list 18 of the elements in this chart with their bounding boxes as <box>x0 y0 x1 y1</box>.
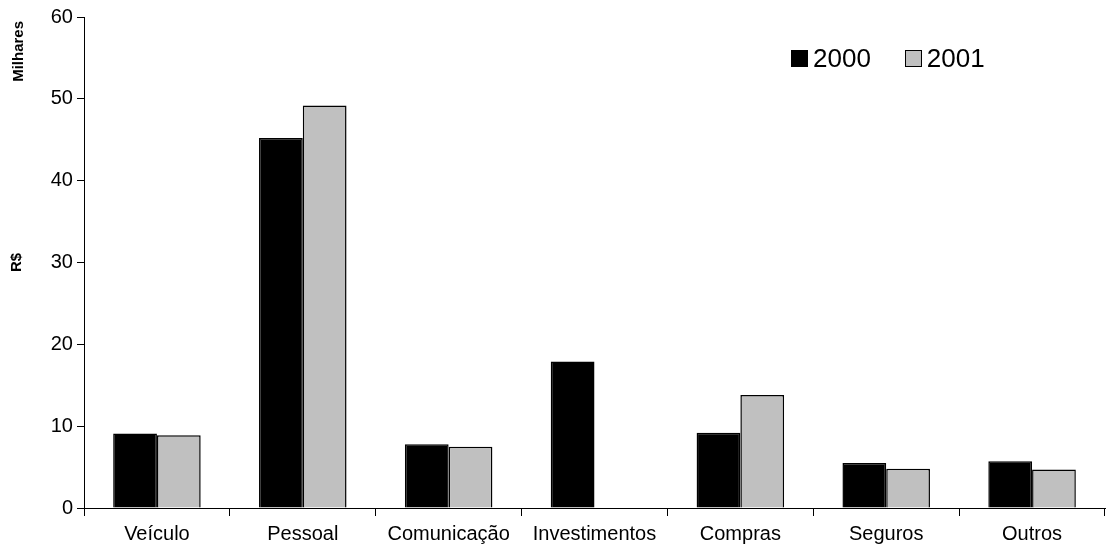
y-tick-label: 0 <box>61 495 73 518</box>
y-axis-title: R$ <box>7 252 25 273</box>
y-tick-label: 20 <box>50 331 73 354</box>
x-tick-label: Compras <box>699 521 781 544</box>
x-tick-label: Seguros <box>848 521 924 544</box>
x-tick-label: Investimentos <box>532 521 657 544</box>
y-tick-label: 10 <box>50 413 73 436</box>
x-tick-label: Pessoal <box>267 521 339 544</box>
y-tick-label: 30 <box>50 250 73 273</box>
x-tick-label: Comunicação <box>387 521 510 544</box>
x-tick-label: Veículo <box>124 521 190 544</box>
text: Milhares <box>9 21 27 82</box>
y-tick-label: 60 <box>50 4 73 27</box>
legend-label: 2001 <box>926 43 985 74</box>
legend-label: 2000 <box>813 43 871 74</box>
y-tick-label: 40 <box>50 168 73 191</box>
y-tick-label: 50 <box>50 86 73 109</box>
x-tick-label: Outros <box>1002 521 1063 544</box>
